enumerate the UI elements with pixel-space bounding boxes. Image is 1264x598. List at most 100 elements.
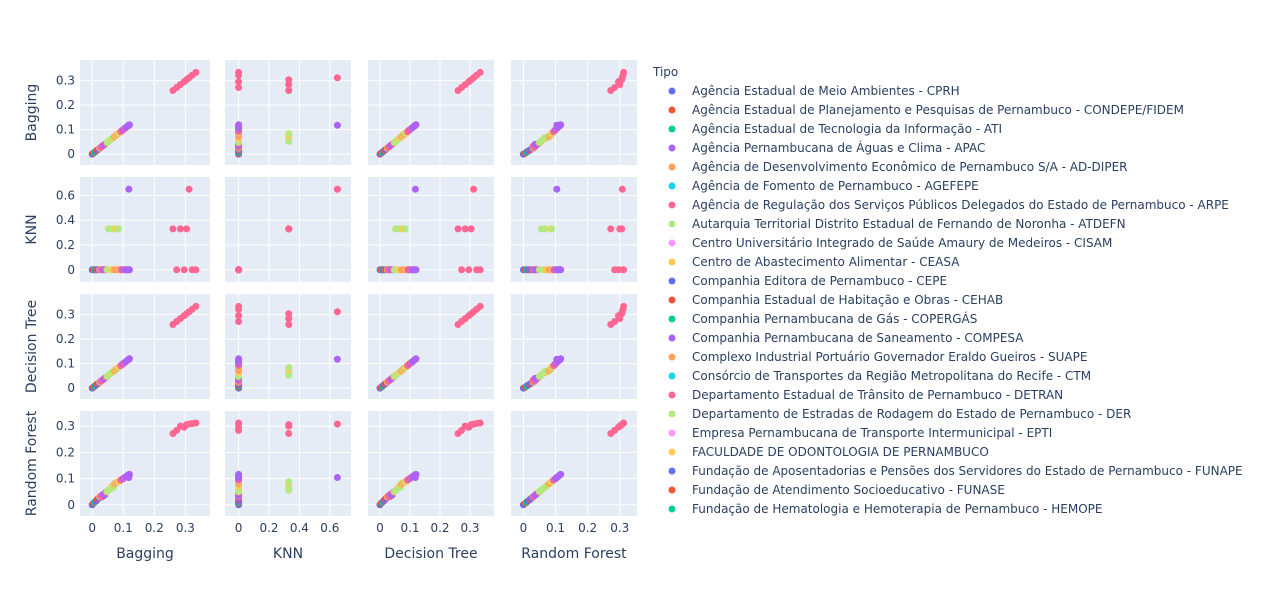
data-point[interactable] — [553, 185, 561, 193]
data-point[interactable] — [620, 419, 628, 427]
legend-item[interactable]: Agência Estadual de Tecnologia da Inform… — [668, 122, 1003, 136]
data-point[interactable] — [458, 266, 466, 274]
data-point[interactable] — [553, 355, 561, 363]
legend-item[interactable]: Agência Estadual de Planejamento e Pesqu… — [668, 103, 1184, 117]
legend-item[interactable]: Agência de Regulação dos Serviços Públic… — [668, 198, 1229, 212]
data-point[interactable] — [285, 364, 293, 372]
data-point[interactable] — [333, 308, 341, 316]
data-point[interactable] — [125, 121, 133, 129]
data-point[interactable] — [176, 225, 184, 233]
legend-item[interactable]: Departamento de Estradas de Rodagem do E… — [668, 407, 1132, 421]
data-point[interactable] — [333, 121, 341, 129]
legend-item[interactable]: Fundação de Atendimento Socioeducativo -… — [668, 483, 1005, 497]
data-point[interactable] — [333, 420, 341, 428]
data-point[interactable] — [192, 68, 200, 76]
data-point[interactable] — [235, 419, 243, 427]
data-point[interactable] — [412, 266, 420, 274]
data-point[interactable] — [620, 266, 628, 274]
data-point[interactable] — [476, 68, 484, 76]
data-point[interactable] — [285, 225, 293, 233]
data-point[interactable] — [411, 185, 419, 193]
data-point[interactable] — [235, 121, 243, 129]
data-point[interactable] — [125, 185, 133, 193]
data-point[interactable] — [285, 130, 293, 138]
data-point[interactable] — [285, 430, 293, 438]
data-point[interactable] — [235, 355, 243, 363]
data-point[interactable] — [618, 225, 626, 233]
data-point[interactable] — [173, 266, 181, 274]
data-point[interactable] — [125, 474, 133, 482]
legend-item[interactable]: Consórcio de Transportes da Região Metro… — [668, 369, 1092, 383]
data-point[interactable] — [192, 266, 200, 274]
data-point[interactable] — [235, 78, 243, 86]
data-point[interactable] — [553, 121, 561, 129]
legend-item[interactable]: Fundação de Aposentadorias e Pensões dos… — [668, 464, 1243, 478]
data-point[interactable] — [618, 185, 626, 193]
legend-item[interactable]: Complexo Industrial Portuário Governador… — [668, 350, 1088, 364]
data-point[interactable] — [553, 474, 561, 482]
data-point[interactable] — [285, 478, 293, 486]
legend-item[interactable]: Companhia Estadual de Habitação e Obras … — [668, 293, 1004, 307]
data-point[interactable] — [476, 419, 484, 427]
data-point[interactable] — [285, 76, 293, 84]
data-point[interactable] — [454, 225, 462, 233]
data-point[interactable] — [611, 318, 619, 326]
data-point[interactable] — [235, 84, 243, 92]
data-point[interactable] — [285, 310, 293, 318]
legend-item[interactable]: Centro Universitário Integrado de Saúde … — [668, 236, 1113, 250]
data-point[interactable] — [620, 302, 628, 310]
data-point[interactable] — [333, 185, 341, 193]
data-point[interactable] — [411, 121, 419, 129]
data-point[interactable] — [192, 302, 200, 310]
legend-item[interactable]: FACULDADE DE ODONTOLOGIA DE PERNAMBUCO — [668, 445, 989, 459]
data-point[interactable] — [183, 225, 191, 233]
data-point[interactable] — [285, 320, 293, 328]
data-point[interactable] — [333, 355, 341, 363]
data-point[interactable] — [180, 266, 188, 274]
data-point[interactable] — [285, 86, 293, 94]
data-point[interactable] — [333, 474, 341, 482]
data-point[interactable] — [411, 355, 419, 363]
data-point[interactable] — [235, 318, 243, 326]
legend-item[interactable]: Agência Pernambucana de Águas e Clima - … — [668, 140, 986, 155]
data-point[interactable] — [465, 266, 473, 274]
data-point[interactable] — [541, 225, 549, 233]
data-point[interactable] — [411, 474, 419, 482]
legend-item[interactable]: Empresa Pernambucana de Transporte Inter… — [668, 426, 1053, 440]
data-point[interactable] — [125, 266, 133, 274]
legend-item[interactable]: Agência de Desenvolvimento Econômico de … — [668, 160, 1128, 174]
data-point[interactable] — [620, 68, 628, 76]
legend-item[interactable]: Companhia Editora de Pernambuco - CEPE — [668, 274, 948, 288]
data-point[interactable] — [461, 225, 469, 233]
data-point[interactable] — [235, 302, 243, 310]
legend-item[interactable]: Departamento Estadual de Trânsito de Per… — [668, 388, 1064, 402]
data-point[interactable] — [114, 225, 122, 233]
legend-item[interactable]: Companhia Pernambucana de Saneamento - C… — [668, 331, 1025, 345]
legend-item[interactable]: Fundação de Hematologia e Hemoterapia de… — [668, 502, 1103, 516]
data-point[interactable] — [285, 421, 293, 429]
legend-item[interactable]: Centro de Abastecimento Alimentar - CEAS… — [668, 255, 961, 269]
data-point[interactable] — [611, 84, 619, 92]
data-point[interactable] — [192, 419, 200, 427]
legend-item[interactable]: Agência Estadual de Meio Ambientes - CPR… — [668, 84, 960, 98]
data-point[interactable] — [169, 225, 177, 233]
data-point[interactable] — [401, 225, 409, 233]
data-point[interactable] — [607, 225, 615, 233]
data-point[interactable] — [470, 185, 478, 193]
data-point[interactable] — [333, 74, 341, 82]
data-point[interactable] — [235, 312, 243, 320]
legend-item[interactable]: Companhia Pernambucana de Gás - COPERGÁS — [668, 311, 978, 326]
data-point[interactable] — [125, 355, 133, 363]
data-point[interactable] — [285, 81, 293, 89]
data-point[interactable] — [476, 266, 484, 274]
data-point[interactable] — [548, 225, 556, 233]
data-point[interactable] — [476, 302, 484, 310]
data-point[interactable] — [467, 225, 475, 233]
legend[interactable]: Tipo Agência Estadual de Meio Ambientes -… — [652, 65, 1243, 516]
data-point[interactable] — [235, 470, 243, 478]
data-point[interactable] — [285, 315, 293, 323]
data-point[interactable] — [235, 266, 243, 274]
data-point[interactable] — [235, 68, 243, 76]
data-point[interactable] — [185, 185, 193, 193]
legend-item[interactable]: Autarquia Territorial Distrito Estadual … — [668, 217, 1126, 231]
